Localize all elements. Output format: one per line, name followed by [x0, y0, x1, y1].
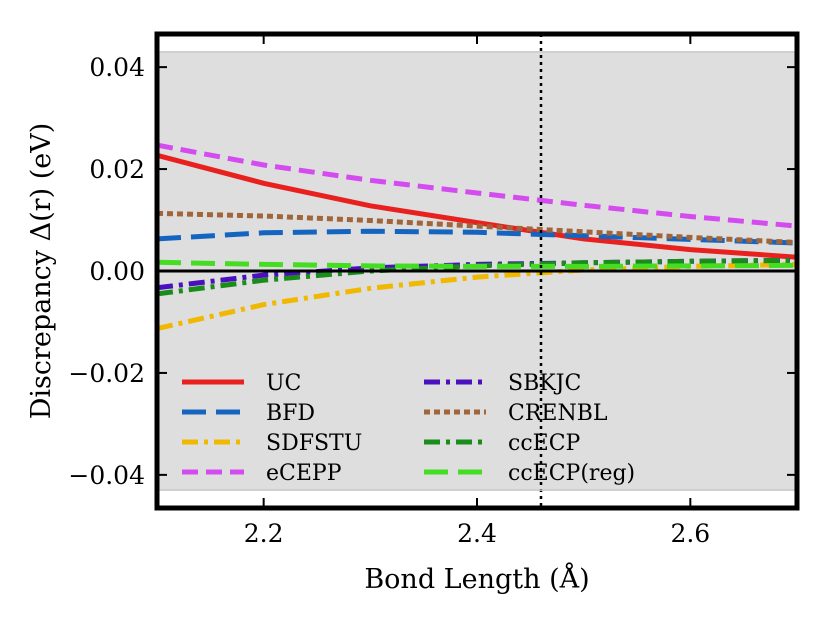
x-tick-label: 2.4	[457, 519, 497, 548]
series-line-ecepp	[157, 142, 797, 229]
series-line-crenbl	[157, 210, 797, 245]
legend-label: BFD	[266, 401, 315, 426]
legend-label: UC	[266, 371, 301, 396]
x-tick-label: 2.2	[244, 519, 284, 548]
y-tick-label: 0.00	[89, 257, 145, 286]
y-tick-label: −0.04	[68, 461, 145, 490]
legend-label: SDFSTU	[266, 431, 362, 456]
legend-label: CRENBL	[508, 401, 608, 426]
y-tick-label: 0.02	[89, 155, 145, 184]
x-tick-label: 2.6	[670, 519, 710, 548]
legend-label: ccECP(reg)	[508, 461, 635, 486]
series-line-uc	[157, 152, 797, 260]
series-line-ccecp-reg	[157, 259, 797, 269]
legend-label: eCEPP	[266, 461, 342, 486]
legend-label: SBKJC	[508, 371, 581, 396]
legend-label: ccECP	[508, 431, 581, 456]
plot-frame	[154, 31, 800, 511]
y-axis-label: Discrepancy Δ(r) (eV)	[26, 123, 57, 419]
y-tick-label: 0.04	[89, 53, 145, 82]
y-tick-label: −0.02	[68, 359, 145, 388]
series-line-sdfstu	[157, 261, 797, 332]
x-axis-label: Bond Length (Å)	[364, 562, 589, 595]
